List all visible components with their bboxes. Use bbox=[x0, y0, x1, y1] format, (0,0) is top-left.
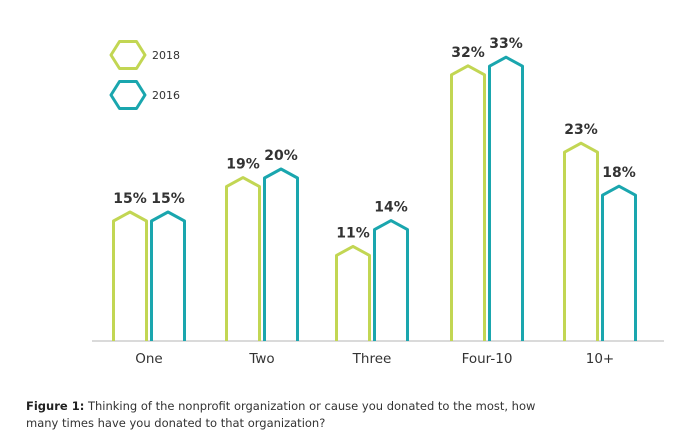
bar-2016-Three bbox=[373, 219, 409, 341]
x-tick-label-Four-10: Four-10 bbox=[462, 351, 513, 367]
bar-2018-Three bbox=[335, 244, 371, 341]
bar-2016-Two bbox=[263, 167, 299, 341]
data-label-2016-One: 15% bbox=[151, 191, 185, 207]
data-label-2016-Four-10: 33% bbox=[489, 36, 523, 52]
bar-2018-One bbox=[112, 210, 148, 341]
caption-text: Thinking of the nonprofit organization o… bbox=[26, 399, 536, 430]
data-label-2016-Three: 14% bbox=[374, 200, 408, 216]
bar-2018-10+ bbox=[563, 141, 599, 341]
bar-2016-10+ bbox=[601, 184, 637, 341]
bar-2018-Four-10 bbox=[450, 64, 486, 341]
legend-label-2018: 2018 bbox=[152, 49, 180, 62]
figure-caption: Figure 1: Thinking of the nonprofit orga… bbox=[26, 398, 546, 432]
x-tick-label-Three: Three bbox=[352, 351, 392, 367]
data-label-2018-One: 15% bbox=[113, 191, 147, 207]
data-label-2018-Four-10: 32% bbox=[451, 45, 485, 61]
bar-2016-Four-10 bbox=[488, 55, 524, 341]
legend-hexagon-icon-2016 bbox=[109, 80, 147, 110]
data-label-2016-10+: 18% bbox=[602, 165, 636, 181]
data-label-2018-Three: 11% bbox=[336, 225, 370, 241]
data-label-2016-Two: 20% bbox=[264, 148, 298, 164]
bar-2018-Two bbox=[225, 176, 261, 341]
data-label-2018-10+: 23% bbox=[564, 122, 598, 138]
caption-label: Figure 1: bbox=[26, 399, 85, 413]
bar-chart: 15% 15% One 19%20% Two 11%14% Three 32%33% Four-… bbox=[92, 36, 664, 367]
data-label-2018-Two: 19% bbox=[226, 157, 260, 173]
bar-2016-One bbox=[150, 210, 186, 341]
legend-label-2016: 2016 bbox=[152, 89, 180, 102]
x-tick-label-10+: 10+ bbox=[586, 351, 615, 367]
legend-hexagon-icon-2018 bbox=[109, 40, 147, 70]
x-tick-label-One: One bbox=[135, 351, 163, 367]
x-tick-label-Two: Two bbox=[248, 351, 274, 367]
